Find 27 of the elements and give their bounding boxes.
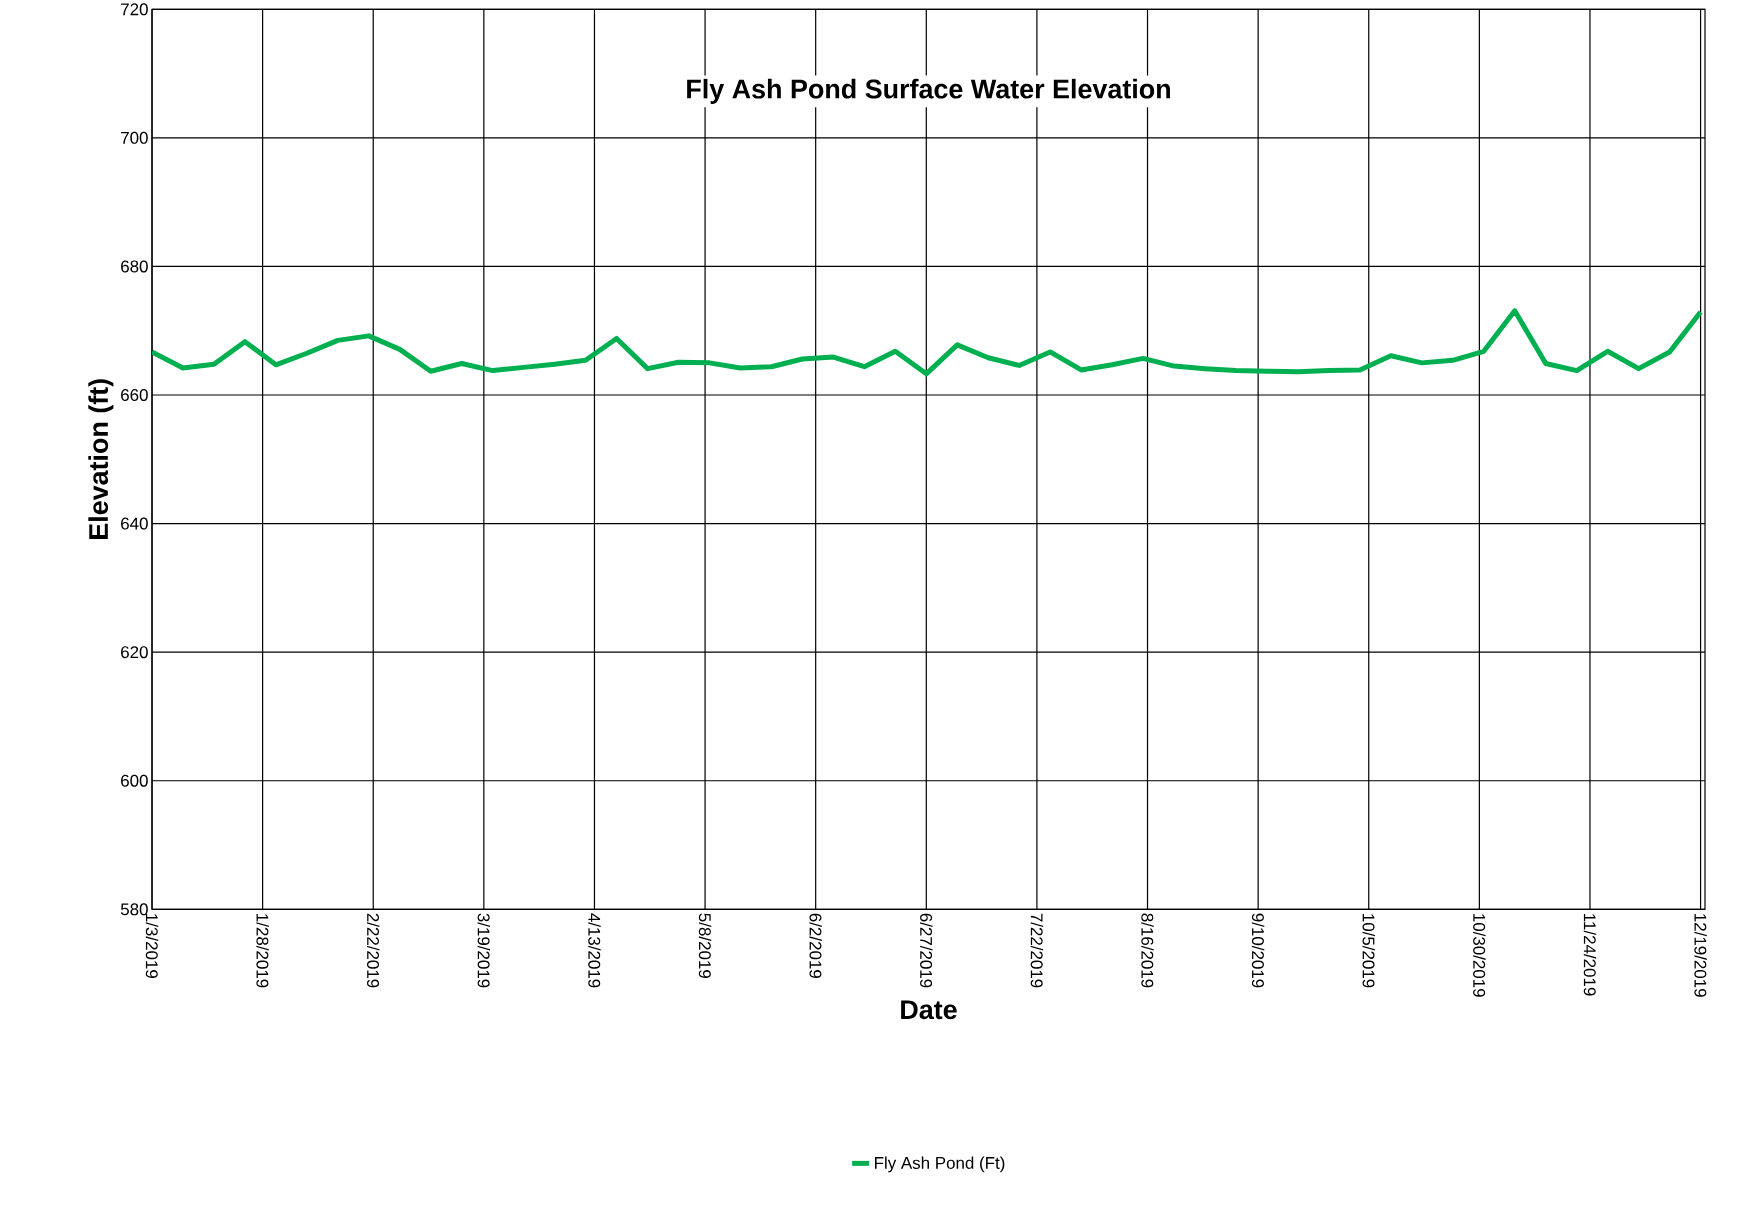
- x-axis-title: Date: [901, 1000, 957, 1020]
- y-tick-label: 700: [121, 131, 148, 144]
- x-tick-label: 1/28/2019: [256, 913, 269, 988]
- x-tick-label: 5/8/2019: [698, 913, 712, 978]
- x-tick-label: 9/10/2019: [1251, 913, 1265, 988]
- x-tick-label: 6/27/2019: [920, 913, 933, 988]
- x-tick-label: 10/5/2019: [1362, 913, 1375, 988]
- y-tick-label: 640: [121, 517, 148, 530]
- x-tick-label: 7/22/2019: [1030, 913, 1044, 988]
- x-tick-label: 2/22/2019: [367, 913, 380, 988]
- x-tick-label: 12/19/2019: [1694, 913, 1707, 997]
- legend-label: Fly Ash Pond (Ft): [875, 1156, 1005, 1173]
- y-tick-label: 580: [120, 903, 148, 916]
- y-tick-label: 600: [121, 774, 148, 787]
- x-tick-label: 1/3/2019: [145, 913, 159, 978]
- x-tick-label: 6/2/2019: [809, 913, 822, 978]
- x-tick-label: 8/16/2019: [1141, 913, 1154, 988]
- y-tick-label: 660: [121, 388, 148, 401]
- y-tick-label: 620: [121, 646, 148, 659]
- y-tick-label: 680: [121, 260, 148, 273]
- x-tick-label: 3/19/2019: [477, 913, 491, 988]
- x-tick-label: 11/24/2019: [1583, 913, 1597, 996]
- text: Fly Ash Pond Surface Water Elevation: [687, 78, 1170, 104]
- x-tick-label: 10/30/2019: [1473, 913, 1486, 997]
- y-tick-label: 720: [121, 3, 148, 16]
- x-tick-label: 4/13/2019: [588, 913, 601, 988]
- y-axis-title: Elevation (ft): [88, 379, 114, 539]
